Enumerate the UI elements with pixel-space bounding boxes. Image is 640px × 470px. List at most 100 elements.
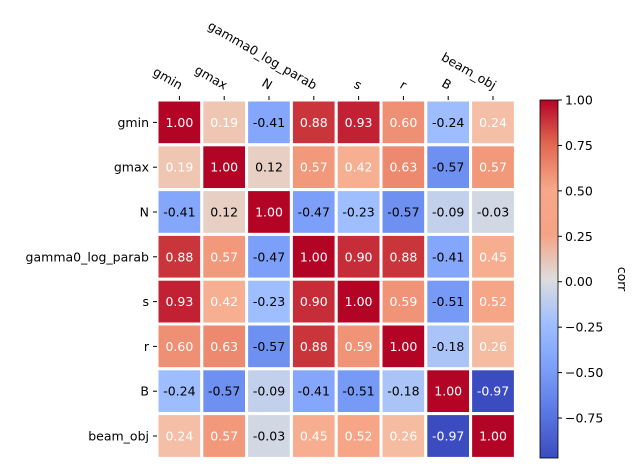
cell-value-label: 0.42 — [210, 294, 238, 309]
heatmap-cell-labels: 1.00 0.19 -0.41 0.88 0.93 0.60 -0.24 0.24 0.19 1.… — [163, 115, 509, 444]
x-tick-label: B — [439, 75, 454, 92]
cell-value-label: 1.00 — [479, 429, 507, 444]
heatmap-cell — [245, 367, 293, 416]
cell-value-label: 0.63 — [389, 160, 417, 175]
cell-value-label: 0.57 — [479, 160, 507, 175]
cell-value-label: -0.57 — [208, 384, 240, 399]
cell-value-label: -0.47 — [298, 205, 330, 220]
cell-value-label: 0.93 — [165, 294, 193, 309]
colorbar-tick-label: −0.50 — [565, 365, 603, 380]
cell-value-label: 0.88 — [389, 249, 417, 264]
heatmap-cell — [334, 412, 383, 460]
cell-value-label: -0.24 — [163, 384, 195, 399]
cell-value-label: -0.41 — [163, 205, 195, 220]
cell-value-label: -0.51 — [432, 294, 464, 309]
y-tick-label: beam_obj — [88, 429, 149, 444]
heatmap-cell — [379, 412, 428, 460]
colorbar-tick-label: −0.25 — [565, 320, 603, 335]
cell-value-label: 0.88 — [300, 115, 328, 130]
cell-value-label: 0.19 — [165, 160, 193, 175]
cell-value-label: 1.00 — [345, 294, 373, 309]
cell-value-label: -0.03 — [253, 429, 285, 444]
cell-value-label: -0.57 — [387, 205, 419, 220]
colorbar-tick-label: 0.25 — [565, 229, 593, 244]
cell-value-label: 1.00 — [165, 115, 193, 130]
cell-value-label: 0.90 — [300, 294, 328, 309]
cell-value-label: -0.97 — [477, 384, 509, 399]
cell-value-label: 0.90 — [345, 249, 373, 264]
heatmap-cell — [469, 367, 517, 416]
cell-value-label: -0.41 — [253, 115, 285, 130]
heatmap-cell — [245, 232, 293, 281]
cell-value-label: -0.97 — [432, 429, 464, 444]
cell-value-label: 0.42 — [345, 160, 373, 175]
heatmap-cell — [245, 188, 293, 236]
y-tick-label: gamma0_log_parab — [26, 249, 150, 264]
heatmap-cell — [289, 412, 338, 460]
cell-value-label: 0.60 — [389, 115, 417, 130]
colorbar-gradient — [539, 99, 559, 459]
cell-value-label: -0.18 — [387, 384, 419, 399]
cell-value-label: 1.00 — [210, 160, 238, 175]
y-tick-label: s — [142, 294, 149, 309]
cell-value-label: -0.03 — [477, 205, 509, 220]
cell-value-label: -0.09 — [253, 384, 285, 399]
cell-value-label: 0.52 — [345, 429, 373, 444]
cell-value-label: -0.23 — [253, 294, 285, 309]
cell-value-label: 1.00 — [300, 249, 328, 264]
colorbar-tick-label: 0.00 — [565, 274, 593, 289]
heatmap-cell — [379, 322, 428, 371]
cell-value-label: 0.12 — [255, 160, 283, 175]
cell-value-label: 0.93 — [345, 115, 373, 130]
cell-value-label: -0.24 — [432, 115, 464, 130]
x-tick-label: gmax — [192, 62, 230, 93]
cell-value-label: -0.57 — [253, 339, 285, 354]
cell-value-label: 1.00 — [434, 384, 462, 399]
y-tick-label: gmin — [117, 115, 149, 130]
cell-value-label: -0.09 — [432, 205, 464, 220]
heatmap-cell — [469, 322, 517, 371]
cell-value-label: 0.88 — [165, 249, 193, 264]
cell-value-label: 0.45 — [479, 249, 507, 264]
cell-value-label: 0.88 — [300, 339, 328, 354]
y-tick-label: gmax — [114, 160, 149, 175]
cell-value-label: 0.57 — [210, 249, 238, 264]
y-tick-label: N — [140, 205, 149, 220]
cell-value-label: 0.24 — [165, 429, 193, 444]
cell-value-label: 1.00 — [255, 205, 283, 220]
cell-value-label: -0.23 — [342, 205, 374, 220]
heatmap-cells — [155, 98, 517, 460]
colorbar-tick-label: −0.75 — [565, 411, 603, 426]
heatmap-cell — [245, 412, 293, 460]
cell-value-label: 0.24 — [479, 115, 507, 130]
cell-value-label: 0.59 — [389, 294, 417, 309]
cell-value-label: -0.41 — [432, 249, 464, 264]
cell-value-label: 0.26 — [389, 429, 417, 444]
cell-value-label: 1.00 — [389, 339, 417, 354]
colorbar-label: corr — [615, 267, 630, 292]
heatmap-cell — [379, 367, 428, 416]
cell-value-label: 0.60 — [165, 339, 193, 354]
x-tick-label: N — [259, 75, 275, 93]
cell-value-label: 0.45 — [300, 429, 328, 444]
heatmap-cell — [200, 143, 249, 192]
cell-value-label: -0.18 — [432, 339, 464, 354]
cell-value-label: 0.52 — [479, 294, 507, 309]
cell-value-label: 0.57 — [210, 429, 238, 444]
colorbar: 1.00 0.75 0.50 0.25 0.00 −0.25 −0.50 −0.75 corr — [539, 93, 630, 459]
cell-value-label: 0.63 — [210, 339, 238, 354]
cell-value-label: 0.19 — [210, 115, 238, 130]
heatmap-cell — [469, 188, 517, 236]
cell-value-label: 0.26 — [479, 339, 507, 354]
x-tick-label: gmin — [151, 64, 186, 93]
heatmap-cell — [289, 188, 338, 236]
cell-value-label: -0.51 — [342, 384, 374, 399]
colorbar-tick-label: 0.75 — [565, 138, 593, 153]
heatmap-cell — [289, 277, 338, 326]
y-tick-label: r — [144, 339, 150, 354]
x-tick-label: r — [397, 77, 410, 93]
cell-value-label: -0.47 — [253, 249, 285, 264]
